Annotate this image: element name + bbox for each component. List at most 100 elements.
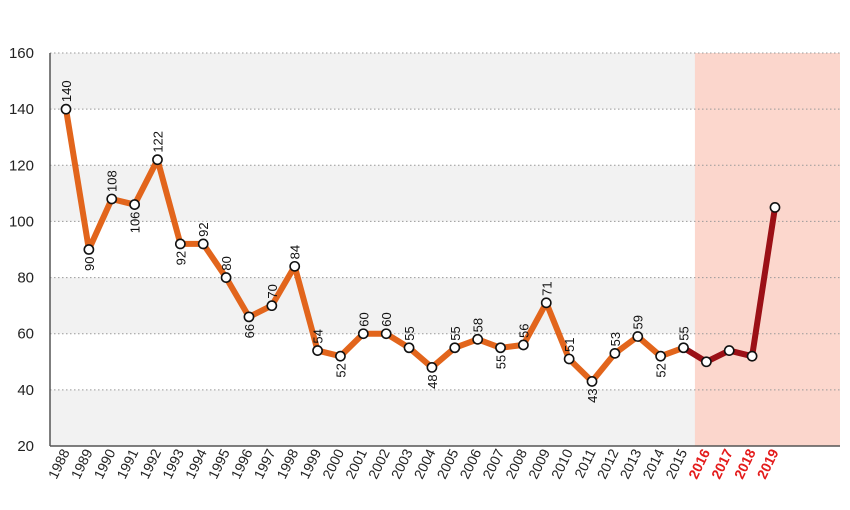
x-tick-label: 2004 [411,446,439,481]
data-label: 92 [196,222,211,236]
data-label: 43 [585,388,600,402]
x-tick-label: 1998 [273,446,301,481]
data-point [312,345,323,356]
x-tick-label: 2007 [479,446,507,481]
x-axis-tick-labels: 1988198919901991199219931994199519961997… [45,446,782,481]
data-label: 108 [105,170,120,192]
x-tick-label: 1996 [228,446,256,481]
data-label: 122 [150,131,165,153]
data-point [289,260,301,272]
y-tick-label: 80 [17,270,34,287]
x-tick-label: 2013 [616,446,644,481]
data-point [563,353,575,365]
data-point [540,297,552,309]
series-lines [63,106,778,385]
data-label: 55 [676,326,691,340]
x-tick-label: 2008 [502,446,530,481]
data-label: 53 [608,332,623,346]
x-tick-label: 2000 [319,446,347,481]
y-tick-label: 20 [17,438,34,455]
x-tick-label: 2018 [731,446,759,481]
data-labels: 140 90 108 106 122 92 92 80 66 70 84 54 52 60 60 55 48 55… [59,80,691,402]
data-point [266,300,278,312]
data-label: 71 [539,281,554,295]
x-tick-label: 2003 [388,446,416,481]
data-point [723,345,735,356]
x-tick-label: 1991 [113,446,141,481]
x-tick-label: 1995 [205,446,233,481]
data-point [174,238,186,250]
data-point [449,342,461,354]
x-tick-label: 1999 [296,446,324,481]
data-point [129,199,141,210]
data-label: 52 [333,363,348,377]
data-label: 92 [173,251,188,265]
x-tick-label: 2002 [365,446,393,481]
y-tick-label: 100 [9,213,34,230]
data-point [518,339,529,351]
x-tick-label: 2017 [708,446,736,481]
data-point [426,361,438,373]
data-point [472,333,484,345]
data-point [495,342,506,354]
x-tick-label: 2006 [456,446,484,481]
data-point [197,238,209,250]
y-tick-label: 40 [17,382,34,399]
x-tick-label: 1990 [90,446,118,481]
data-label: 56 [516,323,531,337]
data-label: 48 [425,374,440,388]
data-point [746,350,758,362]
data-point [243,311,255,323]
x-tick-label: 1992 [136,446,164,481]
y-axis-tick-labels: 20 40 60 80 100 120 140 160 [9,45,34,455]
data-point [632,331,644,342]
data-point [335,350,346,362]
data-point [60,103,72,115]
axes [49,53,840,447]
data-label: 52 [654,363,669,377]
data-markers [60,103,781,387]
data-label: 84 [288,245,303,259]
x-tick-label: 1994 [182,446,210,481]
data-point [220,272,232,283]
x-tick-label: 2012 [594,446,622,481]
data-point [769,201,781,213]
data-point [700,356,712,368]
data-point [152,154,163,166]
data-label: 80 [219,256,234,270]
x-tick-label: 2009 [525,446,553,481]
y-tick-label: 140 [9,101,34,118]
data-point [357,328,369,340]
data-label: 55 [448,326,463,340]
x-tick-label: 2015 [662,446,690,481]
x-tick-label: 2014 [639,446,667,481]
x-tick-label: 2019 [754,446,782,481]
data-point [609,347,621,359]
data-label: 58 [471,318,486,332]
data-point [586,376,598,387]
data-label: 106 [128,212,143,234]
data-label: 140 [59,80,74,102]
data-label: 54 [311,329,326,343]
data-label: 90 [82,257,97,271]
y-tick-label: 120 [9,157,34,174]
data-label: 51 [562,338,577,352]
data-label: 59 [631,315,646,329]
x-tick-label: 2016 [685,446,713,481]
x-tick-label: 1988 [45,446,73,481]
data-label: 70 [265,284,280,298]
x-tick-label: 1997 [250,446,278,481]
data-label: 60 [379,312,394,326]
x-tick-label: 1989 [68,446,96,481]
data-label: 55 [402,326,417,340]
data-label: 55 [494,355,509,369]
data-point [655,350,667,362]
data-point [380,328,392,340]
series-line-historical [63,106,687,385]
data-point [83,244,95,255]
data-label: 66 [242,324,257,338]
data-point [678,342,689,354]
y-tick-label: 60 [17,326,34,343]
data-label: 60 [356,312,371,326]
